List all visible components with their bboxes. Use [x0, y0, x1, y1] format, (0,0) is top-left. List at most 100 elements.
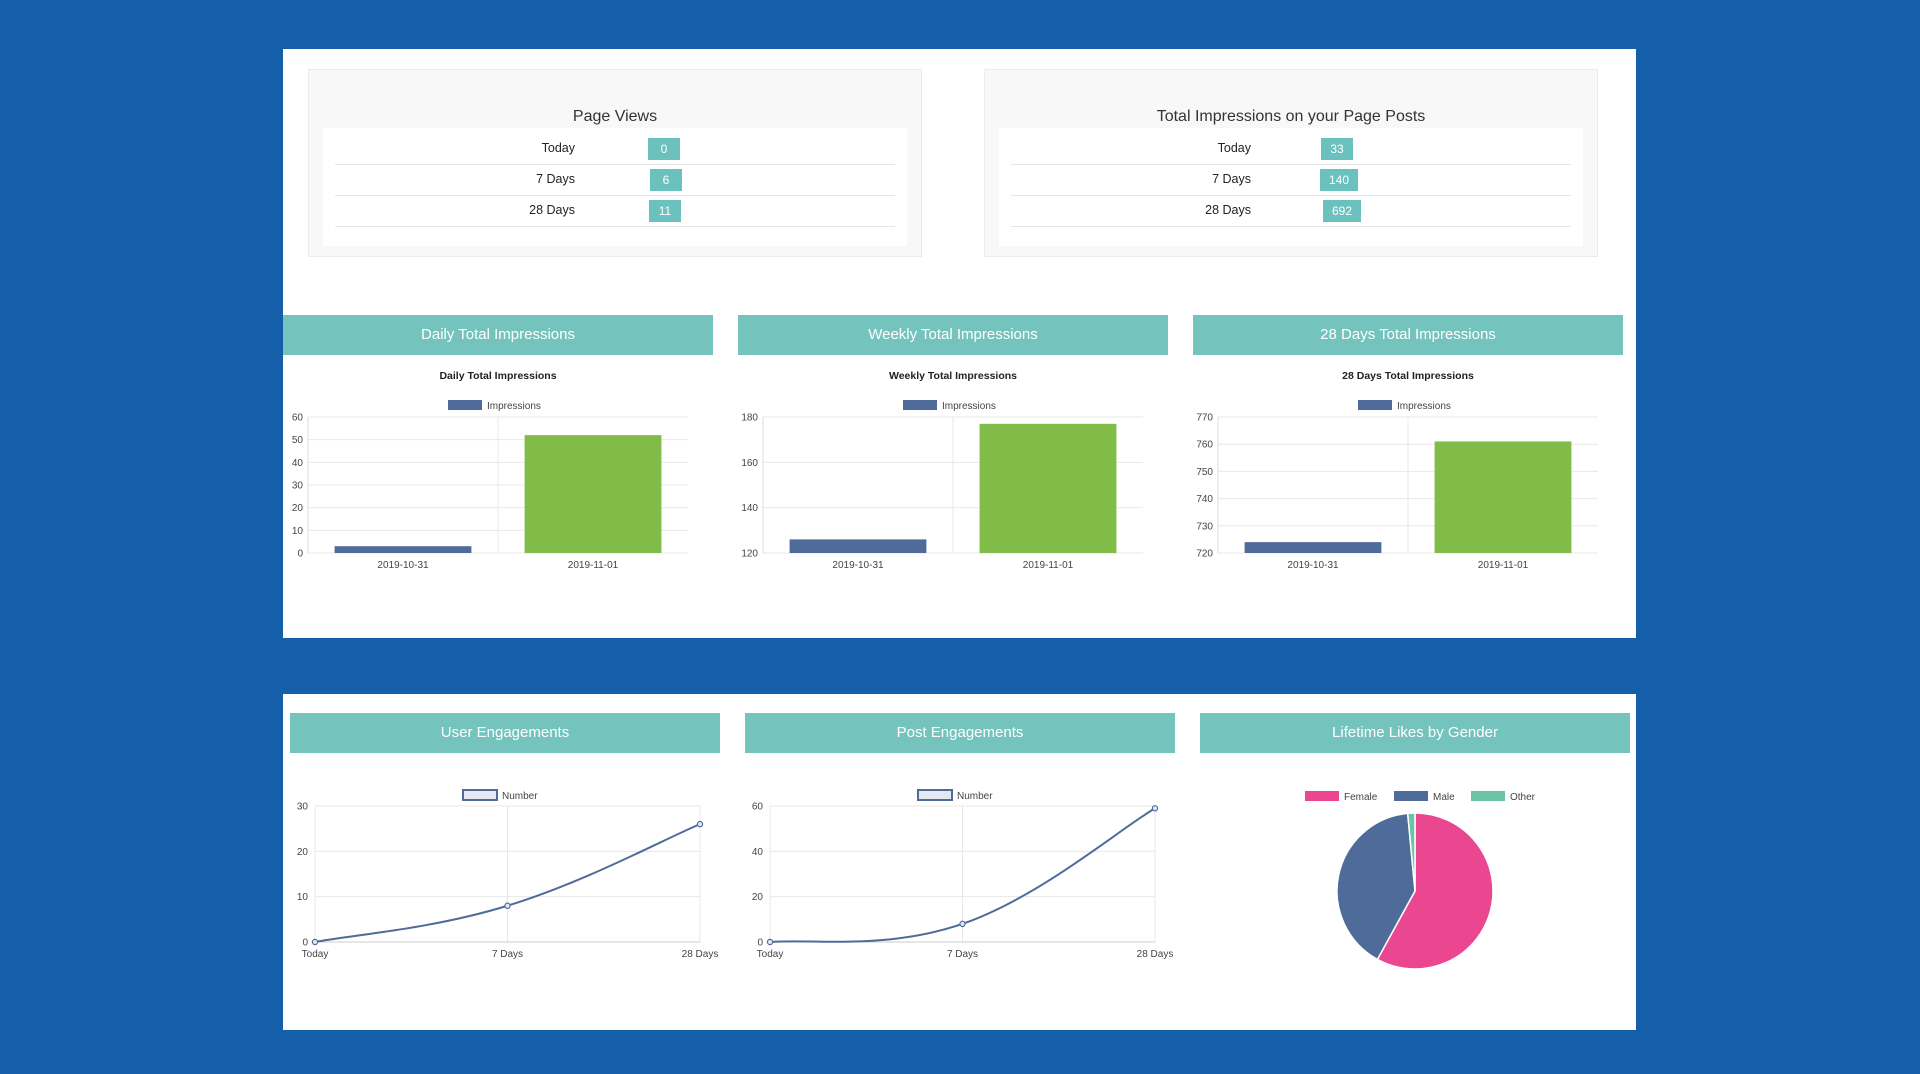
page-views-row-today: Today 0: [335, 134, 895, 165]
y-tick-label: 40: [292, 458, 304, 469]
legend-label: Other: [1510, 792, 1536, 803]
page-views-row-7days: 7 Days 6: [335, 165, 895, 196]
x-tick-label: 2019-11-01: [1478, 560, 1529, 571]
user-engagements-chart: Number 0 10 20 30 Today 7 Days 28 Days: [297, 789, 718, 960]
pie-slice: [1376, 812, 1494, 970]
total-impressions-title: Total Impressions on your Page Posts: [1156, 108, 1426, 125]
bar: [1244, 542, 1382, 553]
legend-swatch: [448, 400, 482, 410]
bottom-panel: User Engagements Post Engagements Lifeti…: [283, 694, 1636, 1030]
row-label: 28 Days: [529, 203, 575, 217]
data-point: [959, 920, 966, 928]
legend-label: Number: [957, 791, 993, 802]
y-tick-label: 760: [1196, 440, 1213, 451]
data-point: [696, 820, 704, 828]
row-label: Today: [1217, 141, 1251, 155]
y-tick-label: 160: [741, 458, 758, 469]
daily-impressions-header: Daily Total Impressions: [283, 315, 713, 355]
y-tick-label: 0: [297, 549, 303, 560]
x-tick-label: 2019-10-31: [377, 560, 429, 571]
row-value-badge: 6: [650, 169, 682, 191]
gender-likes-chart: Female Male Other: [1305, 791, 1536, 970]
x-tick-label: 2019-11-01: [568, 560, 619, 571]
y-tick-label: 0: [757, 938, 763, 949]
y-tick-label: 40: [752, 847, 764, 858]
row-label: 28 Days: [1205, 203, 1251, 217]
weekly-impressions-chart: Weekly Total Impressions Impressions 120 14…: [741, 370, 1143, 571]
bar: [524, 435, 662, 553]
legend-label: Male: [1433, 792, 1455, 803]
y-tick-label: 0: [302, 938, 308, 949]
legend-label: Female: [1344, 792, 1378, 803]
total-impressions-table: Today 33 7 Days 140 28 Days 692: [999, 128, 1583, 246]
data-point: [766, 938, 774, 946]
weekly-impressions-header: Weekly Total Impressions: [738, 315, 1168, 355]
data-point: [311, 938, 319, 946]
impressions-row-today: Today 33: [1011, 134, 1571, 165]
legend-swatch: [1471, 791, 1505, 801]
row-label: 7 Days: [1212, 172, 1251, 186]
y-tick-label: 60: [752, 802, 764, 813]
y-tick-label: 30: [292, 481, 304, 492]
bar: [789, 539, 927, 553]
y-tick-label: 740: [1196, 494, 1213, 505]
y-tick-label: 30: [297, 802, 309, 813]
page-views-table: Today 0 7 Days 6 28 Days 11: [323, 128, 907, 246]
post-engagements-chart: Number 0 20 40 60 Today 7 Days 28 Days: [752, 789, 1174, 960]
chart-title: Weekly Total Impressions: [889, 370, 1017, 382]
legend-swatch: [903, 400, 937, 410]
y-tick-label: 770: [1196, 413, 1213, 424]
y-tick-label: 180: [741, 413, 758, 424]
pie-slice: [1406, 812, 1416, 892]
row-value-badge: 692: [1323, 200, 1362, 222]
user-engagements-header: User Engagements: [290, 713, 720, 753]
row-value-badge: 0: [648, 138, 680, 160]
row-value-badge: 33: [1321, 138, 1353, 160]
row-value-badge: 140: [1320, 169, 1359, 191]
y-tick-label: 10: [292, 526, 304, 537]
legend-swatch: [462, 789, 498, 801]
pie-slice: [1336, 812, 1416, 961]
x-tick-label: 28 Days: [1137, 949, 1174, 960]
y-tick-label: 120: [741, 549, 758, 560]
row-label: Today: [541, 141, 575, 155]
days28-impressions-header: 28 Days Total Impressions: [1193, 315, 1623, 355]
impressions-row-28days: 28 Days 692: [1011, 196, 1571, 227]
y-tick-label: 20: [292, 503, 304, 514]
legend-swatch: [1358, 400, 1392, 410]
x-tick-label: 7 Days: [492, 949, 523, 960]
chart-title: 28 Days Total Impressions: [1342, 370, 1474, 382]
x-tick-label: Today: [757, 949, 784, 960]
y-tick-label: 750: [1196, 467, 1213, 478]
bar: [979, 423, 1117, 553]
x-tick-label: 2019-10-31: [1287, 560, 1339, 571]
gender-likes-header: Lifetime Likes by Gender: [1200, 713, 1630, 753]
total-impressions-box: Total Impressions on your Page Posts Tod…: [984, 69, 1598, 257]
impressions-row-7days: 7 Days 140: [1011, 165, 1571, 196]
data-point: [1151, 805, 1159, 812]
daily-impressions-chart: Daily Total Impressions Impressions 0 10 20 3…: [292, 370, 688, 571]
legend-swatch: [1305, 791, 1339, 801]
row-label: 7 Days: [536, 172, 575, 186]
bar: [1434, 441, 1572, 553]
post-engagements-header: Post Engagements: [745, 713, 1175, 753]
top-panel: Page Views Today 0 7 Days 6 28 Days 11 T…: [283, 49, 1636, 638]
page-views-title: Page Views: [572, 108, 658, 125]
x-tick-label: 7 Days: [947, 949, 978, 960]
data-point: [504, 902, 511, 909]
legend-swatch: [917, 789, 953, 801]
x-tick-label: Today: [302, 949, 329, 960]
x-tick-label: 2019-10-31: [832, 560, 884, 571]
y-tick-label: 730: [1196, 521, 1213, 532]
y-tick-label: 60: [292, 413, 304, 424]
bar: [334, 546, 472, 553]
y-tick-label: 20: [297, 847, 309, 858]
x-tick-label: 2019-11-01: [1023, 560, 1074, 571]
y-tick-label: 10: [297, 892, 309, 903]
page-views-row-28days: 28 Days 11: [335, 196, 895, 227]
y-tick-label: 50: [292, 435, 304, 446]
y-tick-label: 140: [741, 503, 758, 514]
page-views-box: Page Views Today 0 7 Days 6 28 Days 11: [308, 69, 922, 257]
legend-swatch: [1394, 791, 1428, 801]
legend-label: Impressions: [1397, 401, 1451, 412]
